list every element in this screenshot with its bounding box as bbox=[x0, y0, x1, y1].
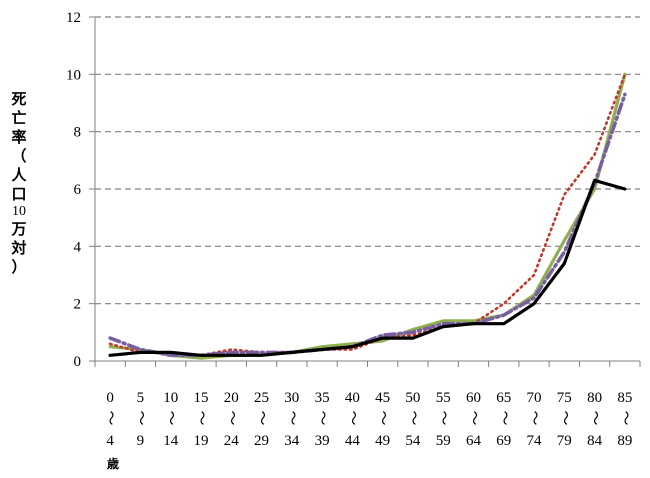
x-tick-tilde: 〜 bbox=[526, 410, 542, 425]
x-tick-label: 69 bbox=[496, 433, 511, 449]
x-tick-tilde: 〜 bbox=[375, 410, 391, 425]
x-tick-label: 75 bbox=[557, 390, 572, 406]
x-tick-label: 35 bbox=[315, 390, 330, 406]
x-tick-tilde: 〜 bbox=[132, 410, 148, 425]
x-tick-label: 29 bbox=[254, 433, 269, 449]
x-tick-label: 79 bbox=[557, 433, 572, 449]
x-tick-label: 40 bbox=[345, 390, 360, 406]
x-tick-label: 50 bbox=[405, 390, 420, 406]
x-tick-tilde: 〜 bbox=[163, 410, 179, 425]
y-axis-label-char: 10 bbox=[12, 204, 26, 219]
x-tick-labels: 0〜45〜910〜1415〜1920〜2425〜2930〜3435〜3940〜4… bbox=[102, 390, 633, 449]
x-tick-tilde: 〜 bbox=[254, 410, 270, 425]
x-tick-label: 30 bbox=[284, 390, 299, 406]
x-tick-label: 5 bbox=[137, 390, 145, 406]
x-tick-label: 19 bbox=[193, 433, 208, 449]
x-tick-label: 74 bbox=[527, 433, 543, 449]
y-tick-label: 4 bbox=[74, 239, 82, 255]
y-axis-label-char: 対 bbox=[11, 239, 27, 257]
x-tick-label: 15 bbox=[193, 390, 208, 406]
x-tick-label: 84 bbox=[587, 433, 603, 449]
x-tick-tilde: 〜 bbox=[496, 410, 512, 425]
y-tick-label: 6 bbox=[74, 182, 82, 198]
series-line-2 bbox=[108, 73, 627, 357]
x-tick-label: 9 bbox=[137, 433, 145, 449]
y-axis-label: 死 亡 率 （ 人 口 10 万 対 ） bbox=[8, 90, 30, 277]
x-tick-label: 55 bbox=[436, 390, 451, 406]
y-axis-label-char: 率 bbox=[11, 128, 27, 146]
x-tick-tilde: 〜 bbox=[556, 410, 572, 425]
series-line-3 bbox=[108, 92, 627, 358]
x-tick-label: 59 bbox=[436, 433, 451, 449]
x-tick-label: 54 bbox=[405, 433, 421, 449]
x-tick-label: 60 bbox=[466, 390, 481, 406]
x-axis-unit: 歳 bbox=[107, 456, 119, 471]
x-tick-tilde: 〜 bbox=[284, 410, 300, 425]
y-tick-label: 12 bbox=[66, 10, 81, 26]
x-tick-label: 44 bbox=[345, 433, 361, 449]
x-tick-label: 0 bbox=[106, 390, 114, 406]
x-tick-label: 25 bbox=[254, 390, 269, 406]
x-tick-label: 89 bbox=[617, 433, 632, 449]
y-tick-label: 10 bbox=[66, 67, 81, 83]
y-axis-label-char: ） bbox=[11, 258, 27, 276]
y-axis-label-char: 万 bbox=[11, 220, 27, 238]
x-tick-label: 80 bbox=[587, 390, 602, 406]
x-tick-label: 85 bbox=[617, 390, 632, 406]
y-tick-label: 8 bbox=[74, 125, 82, 141]
x-tick-tilde: 〜 bbox=[617, 410, 633, 425]
x-tick-tilde: 〜 bbox=[465, 410, 481, 425]
y-axis-label-char: 口 bbox=[11, 185, 27, 203]
y-tick-label: 2 bbox=[74, 297, 82, 313]
x-tick-tilde: 〜 bbox=[405, 410, 421, 425]
x-tick-label: 10 bbox=[163, 390, 178, 406]
x-tick-label: 20 bbox=[224, 390, 239, 406]
x-tick-label: 24 bbox=[224, 433, 240, 449]
x-tick-tilde: 〜 bbox=[587, 410, 603, 425]
x-tick-label: 14 bbox=[163, 433, 179, 449]
x-tick-label: 64 bbox=[466, 433, 482, 449]
x-tick-tilde: 〜 bbox=[223, 410, 239, 425]
x-tick-tilde: 〜 bbox=[344, 410, 360, 425]
x-tick-tilde: 〜 bbox=[102, 410, 118, 425]
y-tick-labels: 0 2 4 6 8 10 12 bbox=[66, 10, 82, 370]
series-line-1 bbox=[108, 72, 627, 360]
y-axis-label-char: 人 bbox=[11, 166, 27, 184]
y-axis-label-char: （ bbox=[11, 147, 27, 165]
x-tick-label: 39 bbox=[315, 433, 330, 449]
x-tick-label: 65 bbox=[496, 390, 511, 406]
x-tick-label: 4 bbox=[106, 433, 114, 449]
x-tick-label: 45 bbox=[375, 390, 390, 406]
x-tick-label: 49 bbox=[375, 433, 390, 449]
y-tick-label: 0 bbox=[74, 354, 82, 370]
y-axis-label-char: 死 bbox=[11, 90, 27, 108]
series-lines bbox=[108, 72, 627, 360]
y-axis-label-char: 亡 bbox=[11, 109, 27, 127]
x-tick-tilde: 〜 bbox=[314, 410, 330, 425]
x-tick-tilde: 〜 bbox=[435, 410, 451, 425]
x-tick-label: 70 bbox=[527, 390, 542, 406]
series-line-4 bbox=[108, 178, 627, 357]
gridlines bbox=[89, 16, 641, 367]
x-tick-tilde: 〜 bbox=[193, 410, 209, 425]
x-tick-label: 34 bbox=[284, 433, 300, 449]
